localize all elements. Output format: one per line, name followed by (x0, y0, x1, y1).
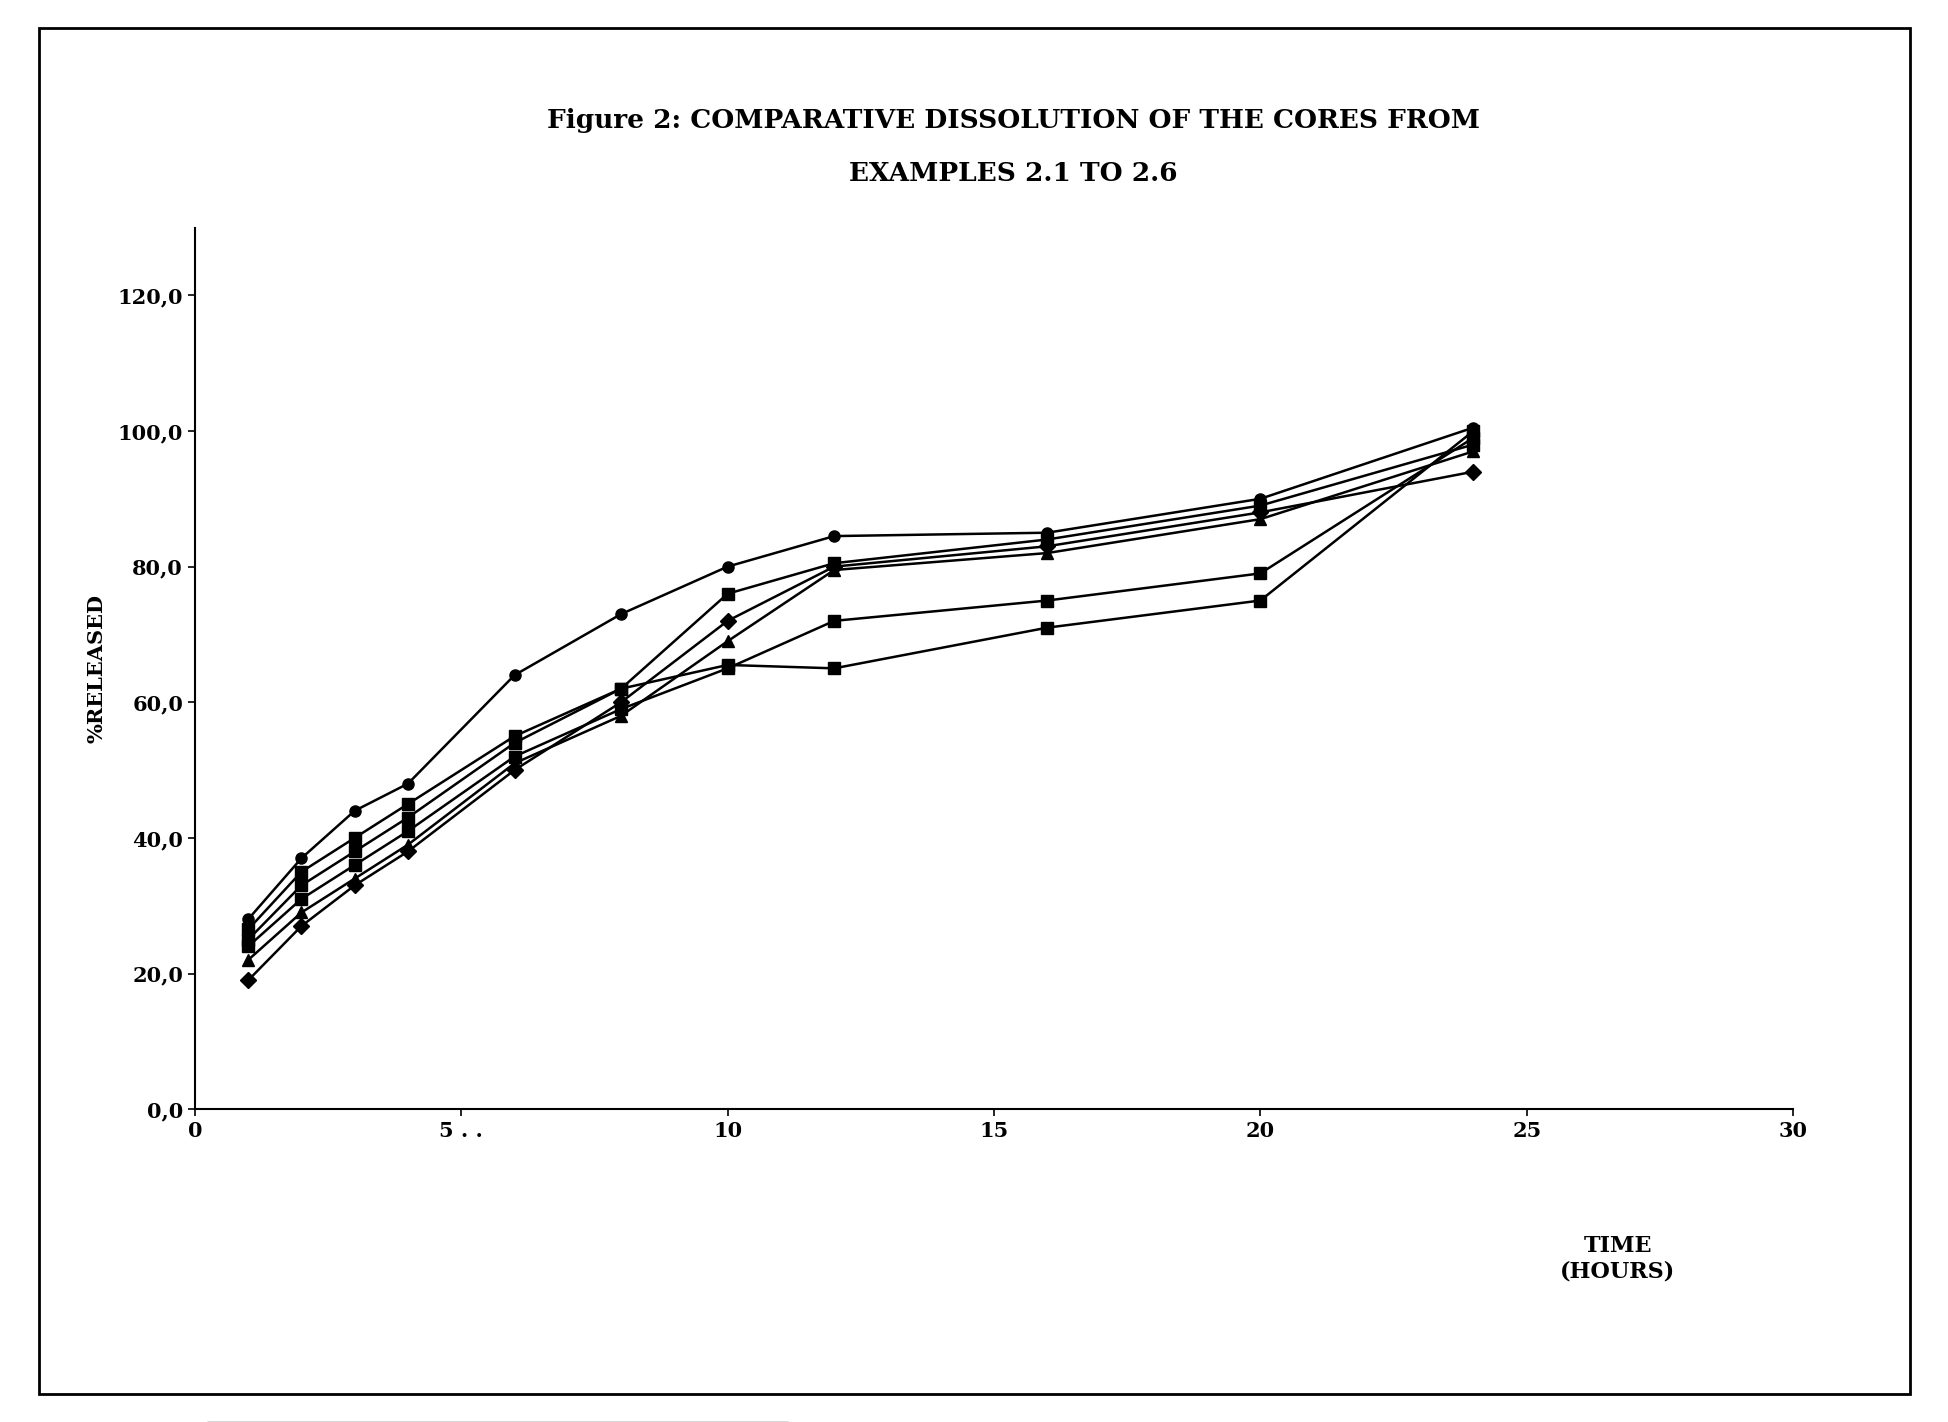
Core of example 2.2 (715, 586, 738, 603)
Core of example 2.4 (343, 856, 366, 873)
Core of example 2.1 (822, 557, 845, 574)
Core of example 2.4 (715, 660, 738, 677)
Core of example 2.2 (503, 734, 526, 751)
Core of example 2.1 (395, 843, 419, 860)
Core of example 2.5 (1249, 592, 1272, 609)
Core of example 2.6 (715, 557, 738, 574)
Line: Core of example 2.2: Core of example 2.2 (242, 439, 1479, 946)
Core of example 2.3 (1249, 510, 1272, 528)
Core of example 2.4 (610, 701, 633, 718)
Core of example 2.3 (1034, 545, 1058, 562)
Core of example 2.5 (236, 921, 259, 939)
Core of example 2.3 (610, 707, 633, 724)
Core of example 2.5 (395, 795, 419, 812)
Core of example 2.1 (290, 917, 314, 934)
Core of example 2.1 (503, 762, 526, 779)
Core of example 2.2 (236, 931, 259, 948)
Core of example 2.5 (822, 660, 845, 677)
Core of example 2.1 (1249, 503, 1272, 520)
Core of example 2.3 (503, 755, 526, 772)
Core of example 2.6 (1034, 525, 1058, 542)
Core of example 2.6 (1249, 491, 1272, 508)
Core of example 2.5 (1461, 422, 1484, 439)
Text: EXAMPLES 2.1 TO 2.6: EXAMPLES 2.1 TO 2.6 (849, 161, 1177, 186)
Core of example 2.4 (395, 822, 419, 839)
Core of example 2.2 (1249, 498, 1272, 515)
Core of example 2.1 (610, 694, 633, 711)
Core of example 2.6 (822, 528, 845, 545)
Core of example 2.4 (290, 890, 314, 907)
Core of example 2.4 (1034, 592, 1058, 609)
Core of example 2.6 (610, 606, 633, 623)
Core of example 2.4 (1461, 429, 1484, 447)
Core of example 2.5 (715, 657, 738, 674)
Text: TIME
(HOURS): TIME (HOURS) (1558, 1234, 1675, 1283)
Core of example 2.1 (1034, 538, 1058, 555)
Line: Core of example 2.4: Core of example 2.4 (242, 432, 1479, 951)
Core of example 2.3 (395, 836, 419, 853)
Core of example 2.5 (343, 829, 366, 846)
Line: Core of example 2.6: Core of example 2.6 (242, 422, 1479, 924)
Core of example 2.1 (236, 971, 259, 988)
Core of example 2.4 (1249, 565, 1272, 582)
Core of example 2.6 (503, 667, 526, 684)
Core of example 2.6 (1461, 419, 1484, 437)
Core of example 2.2 (610, 680, 633, 697)
Core of example 2.2 (290, 877, 314, 894)
Core of example 2.4 (503, 748, 526, 765)
Core of example 2.4 (236, 939, 259, 956)
Line: Core of example 2.5: Core of example 2.5 (242, 425, 1479, 936)
Core of example 2.6 (290, 850, 314, 867)
Core of example 2.6 (395, 775, 419, 792)
Core of example 2.5 (290, 863, 314, 880)
Core of example 2.4 (822, 613, 845, 630)
Core of example 2.2 (395, 809, 419, 826)
Core of example 2.2 (343, 843, 366, 860)
Core of example 2.3 (290, 904, 314, 921)
Core of example 2.3 (822, 562, 845, 579)
Core of example 2.3 (236, 951, 259, 968)
Core of example 2.3 (1461, 442, 1484, 459)
Text: Figure 2: COMPARATIVE DISSOLUTION OF THE CORES FROM: Figure 2: COMPARATIVE DISSOLUTION OF THE… (547, 108, 1479, 134)
Core of example 2.2 (1461, 437, 1484, 454)
Core of example 2.3 (715, 633, 738, 650)
Y-axis label: %RELEASED: %RELEASED (86, 594, 107, 742)
Core of example 2.6 (236, 910, 259, 927)
Line: Core of example 2.3: Core of example 2.3 (242, 445, 1479, 966)
Core of example 2.1 (1461, 464, 1484, 481)
Core of example 2.1 (343, 877, 366, 894)
Core of example 2.5 (503, 728, 526, 745)
Line: Core of example 2.1: Core of example 2.1 (242, 466, 1479, 985)
Core of example 2.5 (1034, 619, 1058, 636)
Core of example 2.6 (343, 802, 366, 819)
Core of example 2.3 (343, 870, 366, 887)
Core of example 2.2 (822, 555, 845, 572)
Core of example 2.2 (1034, 530, 1058, 547)
Core of example 2.1 (715, 613, 738, 630)
Core of example 2.5 (610, 680, 633, 697)
